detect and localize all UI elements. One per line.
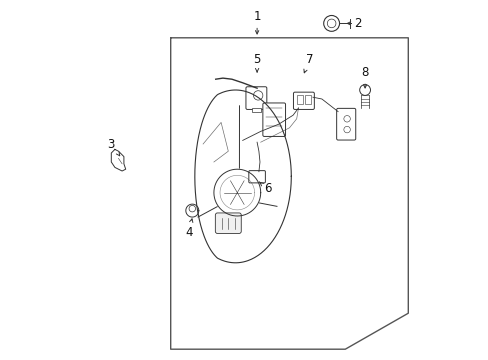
Text: 3: 3 <box>107 138 120 156</box>
Circle shape <box>189 206 195 212</box>
FancyBboxPatch shape <box>336 108 355 140</box>
FancyBboxPatch shape <box>263 103 285 136</box>
Text: 7: 7 <box>303 53 312 73</box>
Text: 8: 8 <box>361 66 368 88</box>
Bar <box>305 95 310 104</box>
Text: 2: 2 <box>346 17 361 30</box>
FancyBboxPatch shape <box>215 213 241 234</box>
FancyBboxPatch shape <box>245 87 266 109</box>
Text: 1: 1 <box>253 10 260 34</box>
Bar <box>251 108 260 112</box>
Circle shape <box>323 15 339 31</box>
Circle shape <box>343 126 349 133</box>
Circle shape <box>326 19 335 28</box>
Text: 4: 4 <box>184 219 192 239</box>
Bar <box>297 95 303 104</box>
FancyBboxPatch shape <box>248 171 265 183</box>
Circle shape <box>253 91 263 100</box>
Circle shape <box>343 116 349 122</box>
Circle shape <box>359 85 370 95</box>
FancyBboxPatch shape <box>293 92 314 109</box>
Text: 6: 6 <box>259 182 271 195</box>
Text: 5: 5 <box>253 53 260 72</box>
